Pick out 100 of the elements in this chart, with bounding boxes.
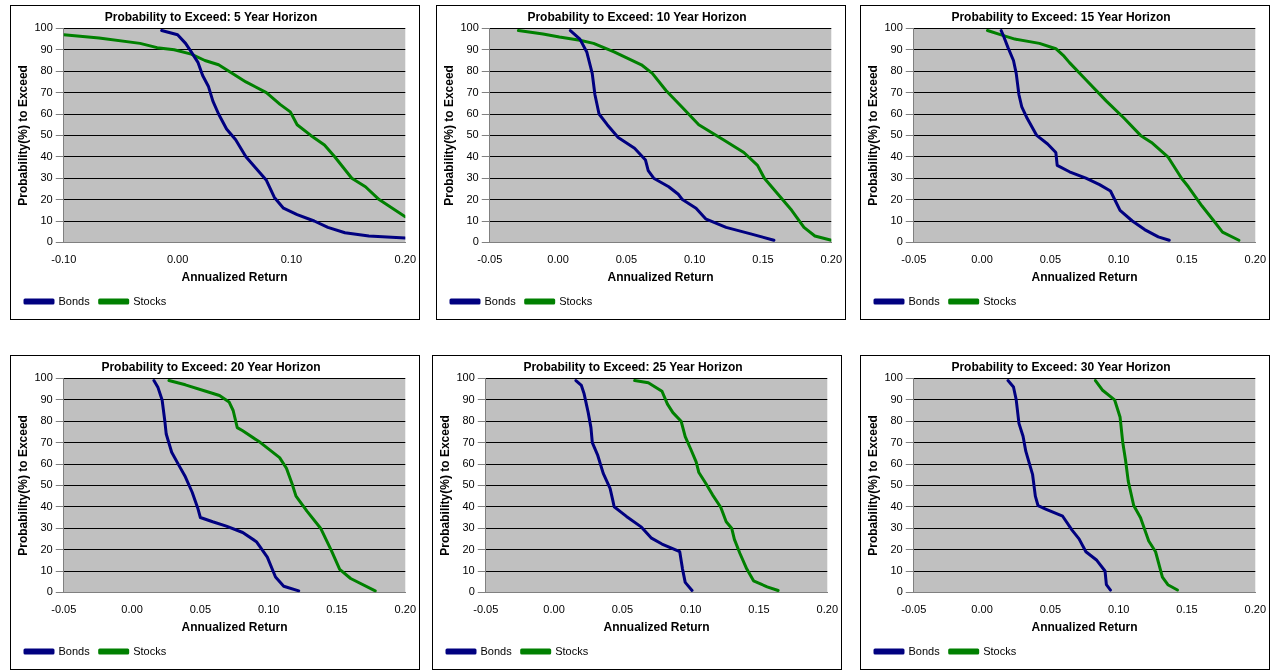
x-tick-label: -0.05	[51, 603, 77, 616]
x-axis-title: Annualized Return	[607, 270, 714, 285]
y-tick-label: 60	[462, 457, 475, 470]
y-tick-label: 40	[40, 149, 53, 162]
x-tick-label: -0.05	[901, 253, 927, 266]
legend-label: Bonds	[58, 644, 91, 657]
y-tick-label: 100	[884, 371, 903, 384]
y-tick-label: 10	[890, 214, 903, 227]
x-axis-title: Annualized Return	[1031, 270, 1138, 285]
x-tick-label: 0.10	[280, 253, 303, 266]
legend-label: Bonds	[484, 294, 517, 307]
y-tick-label: 70	[40, 85, 53, 98]
y-tick-label: 100	[460, 21, 479, 34]
y-tick-label: 0	[46, 585, 53, 598]
y-tick-label: 50	[890, 128, 903, 141]
y-tick-label: 100	[884, 21, 903, 34]
y-tick-label: 0	[46, 235, 53, 248]
chart-title: Probability to Exceed: 30 Year Horizon	[951, 359, 1171, 374]
legend-label: Stocks	[555, 644, 589, 657]
legend-label: Bonds	[908, 294, 941, 307]
legend-label: Bonds	[58, 294, 91, 307]
y-axis-title: Probability(%) to Exceed	[441, 65, 456, 206]
y-tick-label: 40	[466, 149, 479, 162]
x-tick-label: 0.00	[166, 253, 189, 266]
y-tick-label: 80	[40, 64, 53, 77]
x-tick-label: 0.10	[1107, 603, 1130, 616]
y-tick-label: 50	[890, 478, 903, 491]
y-tick-label: 90	[466, 42, 479, 55]
chart-title: Probability to Exceed: 25 Year Horizon	[523, 359, 743, 374]
y-tick-label: 70	[890, 85, 903, 98]
y-tick-label: 20	[462, 542, 475, 555]
y-tick-label: 10	[40, 214, 53, 227]
y-tick-label: 0	[896, 585, 903, 598]
y-tick-label: 70	[466, 85, 479, 98]
y-tick-label: 60	[466, 107, 479, 120]
y-tick-label: 100	[456, 371, 475, 384]
x-axis-title: Annualized Return	[1031, 620, 1138, 635]
y-tick-label: 90	[462, 392, 475, 405]
x-axis-title: Annualized Return	[603, 620, 710, 635]
y-tick-label: 90	[40, 42, 53, 55]
chart-title: Probability to Exceed: 20 Year Horizon	[101, 359, 321, 374]
y-tick-label: 0	[472, 235, 479, 248]
x-tick-label: 0.15	[1176, 253, 1198, 266]
y-tick-label: 70	[40, 435, 53, 448]
y-tick-label: 40	[890, 499, 903, 512]
x-tick-label: 0.00	[971, 603, 993, 616]
x-axis-title: Annualized Return	[181, 620, 288, 635]
x-tick-label: -0.05	[473, 603, 499, 616]
x-tick-label: 0.00	[971, 253, 993, 266]
y-tick-label: 80	[40, 414, 53, 427]
y-tick-label: 0	[468, 585, 475, 598]
x-tick-label: 0.20	[1244, 253, 1267, 266]
legend-label: Stocks	[983, 644, 1017, 657]
y-tick-label: 50	[462, 478, 475, 491]
x-tick-label: 0.05	[611, 603, 634, 616]
y-tick-label: 50	[466, 128, 479, 141]
y-tick-label: 50	[40, 478, 53, 491]
y-tick-label: 80	[466, 64, 479, 77]
x-tick-label: -0.05	[477, 253, 503, 266]
y-tick-label: 20	[890, 542, 903, 555]
x-tick-label: 0.05	[1039, 603, 1062, 616]
y-tick-label: 70	[890, 435, 903, 448]
y-tick-label: 30	[890, 171, 903, 184]
y-tick-label: 60	[890, 107, 903, 120]
y-tick-label: 100	[34, 371, 53, 384]
y-tick-label: 30	[462, 521, 475, 534]
x-tick-label: 0.20	[820, 253, 843, 266]
legend-label: Stocks	[559, 294, 593, 307]
y-axis-title: Probability(%) to Exceed	[865, 65, 880, 206]
x-tick-label: 0.20	[1244, 603, 1267, 616]
legend-label: Stocks	[133, 294, 167, 307]
x-axis-title: Annualized Return	[181, 270, 288, 285]
x-tick-label: -0.05	[901, 603, 927, 616]
legend-label: Stocks	[133, 644, 167, 657]
y-tick-label: 10	[466, 214, 479, 227]
y-tick-label: 30	[40, 521, 53, 534]
y-tick-label: 90	[40, 392, 53, 405]
x-tick-label: 0.05	[189, 603, 212, 616]
y-tick-label: 70	[462, 435, 475, 448]
y-tick-label: 10	[890, 564, 903, 577]
x-tick-label: 0.10	[1107, 253, 1130, 266]
x-tick-label: 0.15	[752, 253, 774, 266]
x-tick-label: 0.00	[121, 603, 143, 616]
chart-title: Probability to Exceed: 10 Year Horizon	[527, 9, 747, 24]
y-tick-label: 20	[40, 542, 53, 555]
y-tick-label: 20	[466, 192, 479, 205]
y-tick-label: 20	[40, 192, 53, 205]
x-tick-label: -0.10	[51, 253, 77, 266]
y-tick-label: 30	[40, 171, 53, 184]
y-tick-label: 80	[890, 414, 903, 427]
y-tick-label: 60	[890, 457, 903, 470]
y-tick-label: 30	[466, 171, 479, 184]
y-tick-label: 10	[462, 564, 475, 577]
y-tick-label: 60	[40, 457, 53, 470]
y-tick-label: 0	[896, 235, 903, 248]
y-tick-label: 80	[890, 64, 903, 77]
y-tick-label: 100	[34, 21, 53, 34]
y-tick-label: 90	[890, 392, 903, 405]
y-tick-label: 30	[890, 521, 903, 534]
x-tick-label: 0.10	[683, 253, 706, 266]
